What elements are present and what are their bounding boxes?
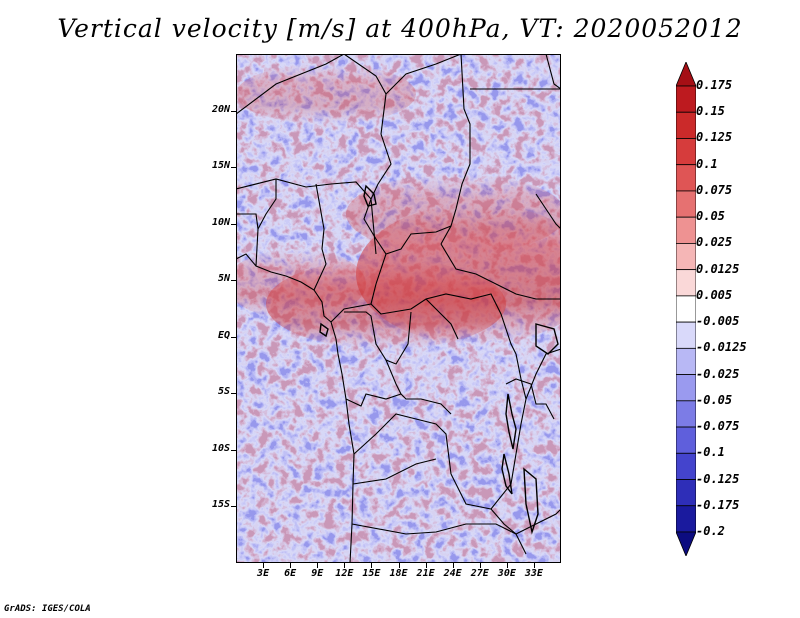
colorbar-label: 0.175 — [696, 78, 733, 92]
map-frame — [236, 54, 561, 563]
lon-tick-mark — [506, 563, 508, 568]
country-borders — [236, 54, 561, 563]
colorbar-swatch — [676, 479, 696, 507]
colorbar-label: -0.005 — [696, 314, 740, 329]
lakes — [319, 184, 559, 535]
colorbar-swatch — [676, 190, 696, 218]
lat-tick-mark — [231, 167, 236, 169]
lat-tick-label: 20N — [211, 103, 230, 115]
colorbar-label: 0.075 — [696, 182, 733, 197]
colorbar-label: 0.125 — [696, 130, 733, 145]
colorbar-label: -0.125 — [696, 471, 740, 486]
lat-tick-label: 10N — [211, 216, 230, 228]
colorbar-swatch — [676, 295, 696, 323]
colorbar-swatch — [676, 374, 696, 402]
lon-tick-label: 30E — [497, 568, 516, 579]
lon-tick-label: 9E — [311, 568, 324, 579]
lon-tick-label: 27E — [470, 568, 489, 579]
lon-tick-mark — [371, 563, 373, 568]
colorbar-label: 0.05 — [696, 209, 725, 224]
lat-tick-mark — [231, 449, 236, 451]
colorbar-swatch — [676, 400, 696, 428]
lat-tick-label: 15N — [211, 160, 230, 172]
lon-tick-mark — [263, 563, 265, 568]
colorbar-label: 0.005 — [696, 287, 733, 302]
lat-tick-label: EQ — [217, 329, 230, 341]
colorbar-swatch — [676, 216, 696, 244]
lat-tick-mark — [231, 223, 236, 225]
lat-tick-mark — [231, 336, 236, 338]
colorbar-label: -0.075 — [696, 419, 740, 434]
lon-tick-mark — [398, 563, 400, 568]
lon-tick-mark — [479, 563, 481, 568]
lon-tick-label: 33E — [524, 568, 543, 579]
colorbar-label: -0.175 — [696, 497, 740, 512]
colorbar-swatch — [676, 347, 696, 375]
lon-tick-label: 18E — [389, 568, 408, 579]
colorbar-swatch — [676, 321, 696, 349]
ascent-region-north — [346, 174, 561, 254]
map-title: Vertical velocity [m/s] at 400hPa, VT: 2… — [57, 14, 743, 43]
lon-tick-label: 12E — [335, 568, 354, 579]
lat-tick-mark — [231, 110, 236, 112]
lat-tick-label: 5S — [217, 386, 230, 398]
colorbar-swatch — [676, 426, 696, 454]
colorbar-label: 0.15 — [696, 104, 725, 119]
lon-tick-mark — [452, 563, 454, 568]
colorbar-swatch — [676, 111, 696, 139]
colorbar-cap-bottom — [676, 531, 696, 556]
colorbar-swatch — [676, 243, 696, 271]
lat-tick-mark — [231, 393, 236, 395]
ascent-region-west — [236, 249, 366, 319]
colorbar-label: 0.025 — [696, 235, 733, 250]
colorbar-swatch — [676, 452, 696, 480]
lon-tick-mark — [290, 563, 292, 568]
lat-tick-label: 10S — [211, 442, 230, 454]
lat-tick-mark — [231, 506, 236, 508]
lon-tick-label: 24E — [443, 568, 462, 579]
vertical-velocity-map — [236, 54, 561, 563]
colorbar-label: -0.0125 — [696, 340, 747, 355]
colorbar-swatch — [676, 164, 696, 192]
colorbar-label: -0.1 — [696, 445, 725, 460]
colorbar-swatch — [676, 505, 696, 533]
grads-credit: GrADS: IGES/COLA — [4, 604, 91, 614]
colorbar-label: -0.025 — [696, 366, 740, 381]
ascent-region-sahara — [236, 64, 416, 124]
lon-tick-mark — [344, 563, 346, 568]
lat-tick-label: 15S — [211, 499, 230, 511]
colorbar-cap-top — [676, 62, 696, 87]
colorbar — [676, 62, 696, 556]
lon-tick-mark — [425, 563, 427, 568]
lon-tick-mark — [533, 563, 535, 568]
colorbar-label: -0.05 — [696, 392, 733, 407]
lat-tick-mark — [231, 280, 236, 282]
lon-tick-label: 6E — [284, 568, 297, 579]
lon-tick-mark — [317, 563, 319, 568]
colorbar-label: -0.2 — [696, 524, 725, 538]
colorbar-label: 0.0125 — [696, 261, 740, 276]
lon-tick-label: 15E — [362, 568, 381, 579]
lat-tick-label: 5N — [217, 273, 230, 285]
lon-tick-label: 3E — [257, 568, 270, 579]
colorbar-swatch — [676, 85, 696, 113]
colorbar-swatch — [676, 138, 696, 166]
map-panel — [236, 54, 561, 563]
colorbar-swatch — [676, 269, 696, 297]
lon-tick-label: 21E — [416, 568, 435, 579]
colorbar-label: 0.1 — [696, 156, 718, 171]
